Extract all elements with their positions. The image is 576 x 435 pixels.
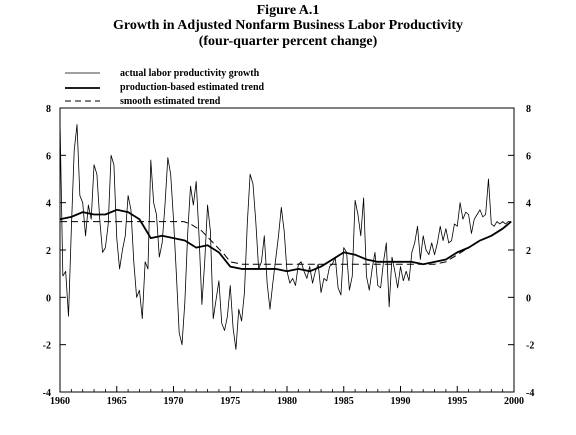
x-tick-label: 1975 [220,396,240,407]
y-tick-label-right: 8 [526,104,531,115]
legend-label-actual: actual labor productivity growth [120,68,260,79]
x-tick-label: 1970 [164,396,184,407]
series-line-actual [59,119,512,350]
figure-number: Figure A.1 [256,3,320,18]
y-tick-label-left: -4 [43,388,51,399]
chart-subtitle: (four-quarter percent change) [198,34,378,49]
y-tick-label-right: 4 [526,199,531,210]
x-tick-label: 1985 [334,396,354,407]
x-tick-label: 2000 [504,396,524,407]
y-tick-label-right: -4 [526,388,534,399]
y-tick-label-left: 2 [46,246,51,257]
x-tick-label: 1965 [107,396,127,407]
y-tick-label-right: 6 [526,151,531,162]
y-tick-label-left: 6 [46,151,51,162]
y-tick-label-left: -2 [43,341,51,352]
y-tick-label-right: -2 [526,341,534,352]
series-line-smooth-trend [60,221,512,265]
x-tick-label: 1960 [50,396,70,407]
y-tick-label-left: 8 [46,104,51,115]
x-tick-label: 1990 [391,396,411,407]
chart-title: Growth in Adjusted Nonfarm Business Labo… [112,18,464,33]
legend-label-smooth: smooth estimated trend [120,96,221,107]
series-line-production-trend [59,208,512,273]
x-tick-label: 1995 [447,396,467,407]
x-tick-label: 1980 [277,396,297,407]
legend-label-production: production-based estimated trend [120,82,265,93]
y-tick-label-right: 0 [526,293,531,304]
y-tick-label-right: 2 [526,246,531,257]
legend: actual labor productivity growth product… [65,68,265,107]
y-tick-label-left: 4 [46,199,51,210]
plot-frame [59,107,515,393]
y-tick-label-left: 0 [46,293,51,304]
